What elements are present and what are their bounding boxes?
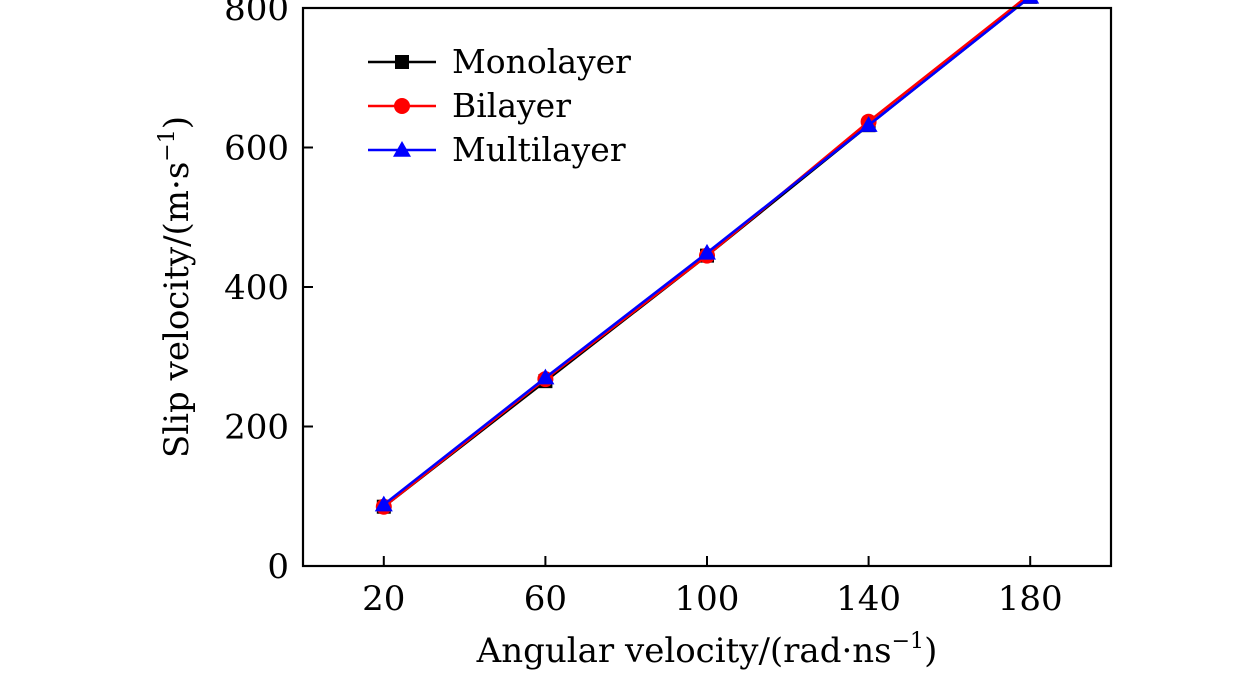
x-tick-label: 60: [524, 579, 567, 619]
ticks-layer: 20 60 100 140 180 0 200 400 600 800: [224, 0, 1063, 619]
y-tick-label: 400: [224, 268, 289, 308]
legend-label: Monolayer: [452, 42, 631, 81]
data-point-triangle: [374, 495, 393, 512]
legend-label: Multilayer: [452, 130, 626, 169]
x-axis-title-main: Angular velocity/(rad·ns: [476, 631, 892, 671]
data-point-circle: [394, 98, 410, 114]
x-tick-label: 140: [836, 579, 901, 619]
y-tick-label: 800: [224, 0, 289, 29]
y-axis-title-main: Slip velocity/(m·s: [157, 162, 197, 458]
data-point-triangle: [698, 243, 716, 260]
data-point-square: [395, 55, 409, 69]
y-axis-title: Slip velocity/(m·s−1): [155, 116, 197, 458]
data-point-triangle: [859, 116, 878, 132]
x-axis-title-end: ): [924, 631, 937, 671]
data-point-triangle: [1021, 0, 1040, 4]
data-point-triangle: [536, 368, 555, 385]
y-tick-label: 600: [224, 129, 289, 169]
x-axis-title-exponent: −1: [892, 629, 924, 654]
plot-frame: [301, 6, 1113, 568]
x-axis-title: Angular velocity/(rad·ns−1): [476, 629, 938, 671]
legend-label: Bilayer: [452, 86, 571, 125]
y-tick-label: 200: [224, 408, 289, 448]
legend-item-monolayer: Monolayer: [368, 42, 631, 81]
series-layer: [374, 0, 1040, 515]
y-axis-title-end: ): [157, 116, 197, 129]
x-tick-label: 20: [362, 579, 405, 619]
legend: Monolayer Bilayer Multilayer: [368, 42, 631, 169]
series-multilayer: [374, 0, 1040, 512]
x-tick-label: 100: [675, 579, 740, 619]
x-tick-label: 180: [998, 579, 1063, 619]
y-axis-title-exponent: −1: [155, 129, 180, 161]
legend-item-multilayer: Multilayer: [368, 130, 626, 169]
data-point-triangle: [393, 141, 411, 157]
legend-item-bilayer: Bilayer: [368, 86, 571, 125]
y-tick-label: 0: [267, 547, 289, 587]
